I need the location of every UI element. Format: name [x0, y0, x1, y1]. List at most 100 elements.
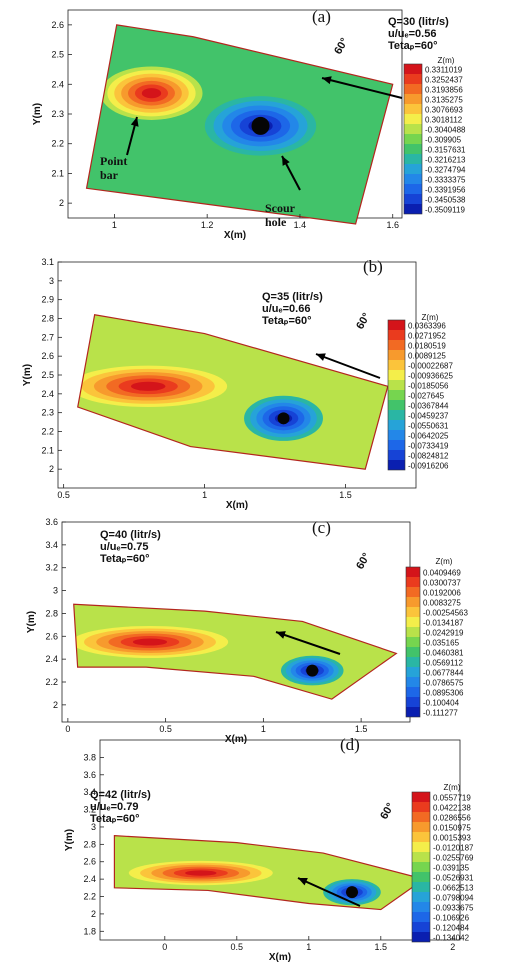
y-tick-label: 2.7 — [41, 332, 54, 342]
legend-value: 0.3252437 — [425, 76, 463, 85]
y-tick-label: 2.8 — [45, 608, 58, 618]
legend-swatch — [412, 892, 430, 902]
x-tick-label: 1.5 — [355, 724, 368, 734]
x-axis-label: X(m) — [269, 952, 291, 963]
legend-swatch — [412, 902, 430, 912]
x-tick-label: 1 — [261, 724, 266, 734]
legend-value: -0.3216213 — [425, 156, 466, 165]
legend-value: -0.134042 — [433, 934, 470, 943]
x-tick-label: 2 — [450, 942, 455, 952]
legend-swatch — [412, 932, 430, 942]
legend-value: 0.0150975 — [433, 824, 471, 833]
legend-value: -0.0569112 — [423, 659, 463, 668]
y-tick-label: 3.6 — [83, 770, 96, 780]
legend-value: -0.100404 — [423, 699, 460, 708]
legend-swatch — [388, 420, 405, 430]
flow-info-line: Q=40 (litr/s) — [100, 529, 161, 541]
legend-swatch — [388, 400, 405, 410]
legend-swatch — [404, 124, 422, 134]
y-tick-label: 2.6 — [83, 857, 96, 867]
y-tick-label: 1.8 — [83, 926, 96, 936]
bar-contour — [132, 638, 168, 646]
legend-swatch — [412, 872, 430, 882]
legend-swatch — [412, 852, 430, 862]
scour-hole-center — [306, 664, 319, 677]
y-tick-label: 2.4 — [51, 79, 64, 89]
legend-value: 0.3311019 — [425, 66, 463, 75]
legend-swatch — [404, 64, 422, 74]
legend-swatch — [412, 862, 430, 872]
legend-swatch — [412, 792, 430, 802]
legend-swatch — [406, 667, 420, 677]
legend-value: -0.3509119 — [425, 206, 465, 215]
legend-value: -0.00936625 — [408, 372, 453, 381]
legend-swatch — [406, 697, 420, 707]
legend-swatch — [388, 320, 405, 330]
panel-d: (d) 0 0.5 1 1.5 2 1.8 2 2.2 2.4 2.6 2.8 3 3.2 3.4 3.6 3… — [64, 735, 474, 963]
legend-swatch — [404, 204, 422, 214]
channel-outline — [77, 314, 389, 470]
legend-swatch — [388, 390, 405, 400]
legend-swatch — [388, 330, 405, 340]
legend-value: -0.0733419 — [408, 442, 449, 451]
flow-arrow-head — [276, 631, 286, 639]
legend-value: -0.0255769 — [433, 854, 474, 863]
x-tick-label: 1 — [112, 220, 117, 230]
legend-value: 0.0192006 — [423, 589, 461, 598]
legend-frame — [411, 791, 431, 943]
y-tick-label: 2.2 — [83, 892, 96, 902]
y-tick-label: 2.8 — [41, 314, 54, 324]
flow-info-line: Q=30 (litr/s) — [388, 16, 449, 28]
panel-label-c: (c) — [312, 518, 331, 537]
legend-value: -0.0367844 — [408, 402, 449, 411]
legend-value: 0.0015393 — [433, 834, 471, 843]
y-tick-label: 3 — [49, 276, 54, 286]
flow-arrow — [297, 877, 361, 907]
legend-value: -0.00022687 — [408, 362, 453, 371]
legend-swatch — [388, 450, 405, 460]
legend-value: -0.3333375 — [425, 176, 466, 185]
y-axis-label: Y(m) — [22, 364, 33, 386]
legend-frame — [387, 319, 406, 471]
legend-swatch — [406, 647, 420, 657]
legend-value: 0.0363396 — [408, 322, 446, 331]
flow-arrow — [321, 77, 403, 99]
flow-info-line: Tetaₚ=60° — [90, 813, 140, 825]
y-tick-label: 3.4 — [83, 787, 96, 797]
legend-swatch — [406, 687, 420, 697]
panel-label-b: (b) — [363, 257, 383, 276]
legend-swatch — [388, 410, 405, 420]
y-tick-label: 2.6 — [45, 631, 58, 641]
legend-swatch — [412, 912, 430, 922]
y-axis-label: Y(m) — [32, 103, 43, 125]
y-tick-label: 3.2 — [83, 805, 96, 815]
legend-title: Z(m) — [444, 783, 461, 792]
y-tick-label: 2.3 — [51, 109, 64, 119]
legend-value: 0.0557719 — [433, 794, 471, 803]
y-tick-label: 2.1 — [41, 445, 54, 455]
legend-value: -0.027645 — [408, 392, 445, 401]
legend-swatch — [406, 567, 420, 577]
panel-b: (b) 0.5 1 1.5 2 2.1 2.2 2.3 2.4 2.5 2.6 2.7 2.8 2.9 3… — [22, 257, 453, 511]
legend-value: 0.0409469 — [423, 569, 461, 578]
flow-arrow-head — [316, 353, 326, 361]
legend-swatch — [388, 340, 405, 350]
channel-outline — [113, 835, 426, 911]
legend-swatch — [412, 812, 430, 822]
y-tick-label: 2.2 — [45, 677, 58, 687]
annotation-text: Scour — [265, 201, 296, 215]
legend-swatch — [388, 370, 405, 380]
legend-value: -0.0824812 — [408, 452, 449, 461]
flow-arrow-head — [322, 76, 332, 85]
legend-swatch — [406, 607, 420, 617]
legend-title: Z(m) — [438, 56, 455, 65]
annotation-text: hole — [265, 215, 287, 229]
legend-value: -0.0933675 — [433, 904, 474, 913]
legend-value: -0.3391956 — [425, 186, 466, 195]
channel-outline — [73, 603, 398, 700]
legend-swatch — [404, 144, 422, 154]
x-tick-label: 1.6 — [386, 220, 399, 230]
y-tick-label: 2 — [53, 700, 58, 710]
annotation-arrow-head — [282, 156, 290, 166]
panel-c: (c) 0 0.5 1 1.5 2 2.2 2.4 2.6 2.8 3 3.2 3.4 3.6 X(m) Y… — [26, 517, 468, 745]
